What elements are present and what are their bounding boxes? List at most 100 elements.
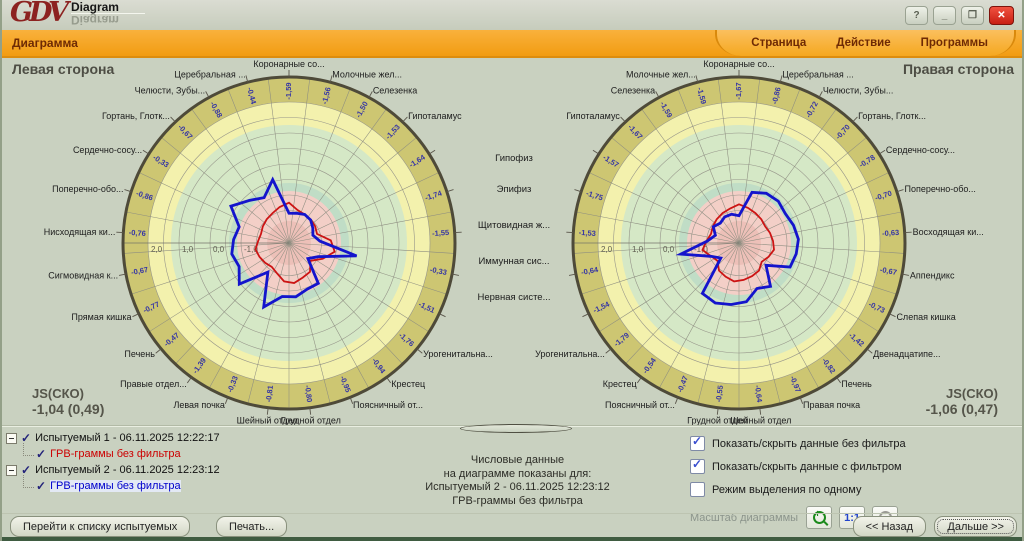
checkbox-show-filtered-label: Показать/скрыть данные с фильтром: [712, 460, 902, 473]
svg-text:Урогенитальна...: Урогенитальна...: [535, 349, 605, 359]
svg-text:-0,63: -0,63: [882, 228, 900, 238]
left-js-stats: JS(СКО) -1,04 (0,49): [32, 386, 104, 417]
zoom-in-button[interactable]: +: [806, 506, 833, 529]
numeric-data-info: Числовые данные на диаграмме показаны дл…: [390, 454, 645, 508]
svg-text:-1,59: -1,59: [284, 82, 293, 99]
checkmark-icon[interactable]: ✓: [21, 463, 32, 477]
right-js-label: JS(СКО): [946, 386, 998, 401]
back-button[interactable]: << Назад: [852, 516, 926, 537]
svg-text:Грудной отдел: Грудной отдел: [281, 416, 341, 425]
checkbox-icon[interactable]: ✓: [690, 434, 705, 451]
shared-label-gipofiz: Гипофиз: [495, 153, 533, 164]
next-button[interactable]: Дальше >>: [934, 516, 1017, 537]
info-line-1: Числовые данные: [470, 454, 565, 466]
collapse-icon[interactable]: [6, 464, 17, 476]
svg-text:-1,53: -1,53: [579, 228, 597, 238]
svg-text:Гортань, Глотк...: Гортань, Глотк...: [858, 111, 926, 121]
svg-text:0,0: 0,0: [213, 245, 225, 254]
minimize-button[interactable]: _: [933, 6, 956, 25]
tree-row-subject1[interactable]: ✓ Испытуемый 1 - 06.11.2025 12:22:17: [6, 430, 220, 446]
svg-text:Гортань, Глотк...: Гортань, Глотк...: [102, 111, 170, 121]
svg-text:-0,86: -0,86: [770, 86, 783, 105]
tree-row-subject2[interactable]: ✓ Испытуемый 2 - 06.11.2025 12:23:12: [6, 462, 220, 478]
svg-text:Церебральная ...: Церебральная ...: [782, 69, 854, 79]
svg-text:Правая почка: Правая почка: [803, 400, 860, 410]
checkmark-icon[interactable]: ✓: [36, 447, 47, 461]
svg-text:Поперечно-обо...: Поперечно-обо...: [52, 184, 123, 194]
display-options: ✓ Показать/скрыть данные без фильтра ✓ П…: [690, 432, 906, 529]
svg-text:Слепая кишка: Слепая кишка: [896, 312, 955, 322]
info-line-4: ГРВ-граммы без фильтра: [452, 494, 583, 507]
svg-text:Двенадцатипе...: Двенадцатипе...: [873, 349, 941, 359]
svg-text:Селезенка: Селезенка: [611, 86, 655, 96]
menu-diagramma[interactable]: Диаграмма: [12, 36, 78, 50]
right-js-stats: JS(СКО) -1,06 (0,47): [926, 386, 998, 417]
svg-text:Прямая кишка: Прямая кишка: [71, 312, 131, 322]
info-line-2: на диаграмме показаны для:: [443, 467, 592, 480]
menu-tabs: Страница Действие Программы: [715, 30, 1016, 56]
checkmark-icon[interactable]: ✓: [36, 479, 47, 493]
svg-text:Поперечно-обо...: Поперечно-обо...: [904, 184, 975, 194]
tree-subject2-grv-label[interactable]: ГРВ-граммы без фильтра: [50, 480, 181, 492]
tab-deystvie[interactable]: Действие: [836, 37, 891, 49]
svg-text:2,0: 2,0: [601, 245, 613, 254]
svg-text:Гипоталамус: Гипоталамус: [566, 111, 620, 121]
svg-text:Урогенитальна...: Урогенитальна...: [423, 349, 493, 359]
svg-text:-0,80: -0,80: [303, 385, 314, 403]
svg-text:Аппендикс: Аппендикс: [910, 271, 955, 281]
svg-text:Грудной отдел: Грудной отдел: [687, 416, 747, 425]
right-js-value: -1,06 (0,47): [925, 401, 998, 417]
svg-text:Нисходящая ки...: Нисходящая ки...: [44, 227, 116, 237]
close-button[interactable]: ✕: [989, 6, 1014, 25]
left-js-value: -1,04 (0,49): [32, 401, 105, 417]
subjects-tree: ✓ Испытуемый 1 - 06.11.2025 12:22:17 ✓ Г…: [6, 430, 220, 494]
svg-text:-0,55: -0,55: [714, 385, 725, 403]
title-bar: GDV Diagram Diagram ? _ ❐ ✕: [2, 0, 1022, 31]
svg-text:Печень: Печень: [841, 379, 872, 389]
svg-text:Челюсти, Зубы...: Челюсти, Зубы...: [823, 86, 894, 96]
tree-row-subject1-grv[interactable]: ✓ ГРВ-граммы без фильтра: [6, 442, 220, 462]
tab-stranitsa[interactable]: Страница: [751, 37, 807, 49]
svg-text:Правые отдел...: Правые отдел...: [120, 379, 187, 389]
collapse-icon[interactable]: [6, 432, 17, 444]
svg-text:-0,64: -0,64: [753, 385, 764, 404]
tree-row-subject2-grv[interactable]: ✓ ГРВ-граммы без фильтра: [6, 474, 220, 494]
svg-text:Поясничный от...: Поясничный от...: [605, 400, 675, 410]
checkbox-show-unfiltered[interactable]: ✓ Показать/скрыть данные без фильтра: [690, 432, 906, 455]
print-button[interactable]: Печать...: [216, 516, 288, 537]
maximize-button[interactable]: ❐: [961, 6, 984, 25]
svg-text:-0,33: -0,33: [429, 265, 447, 277]
checkbox-single-select-mode[interactable]: Режим выделения по одному: [690, 478, 906, 501]
goto-subjects-list-button[interactable]: Перейти к списку испытуемых: [10, 516, 191, 537]
svg-text:1,0: 1,0: [632, 245, 644, 254]
svg-text:Молочные жел...: Молочные жел...: [626, 69, 696, 79]
svg-text:-1,55: -1,55: [432, 228, 450, 238]
svg-text:Сердечно-сосу...: Сердечно-сосу...: [886, 145, 955, 155]
checkbox-icon[interactable]: ✓: [690, 457, 705, 474]
checkbox-single-select-label: Режим выделения по одному: [712, 483, 862, 496]
svg-text:Шейный отдел: Шейный отдел: [730, 416, 791, 425]
checkbox-show-unfiltered-label: Показать/скрыть данные без фильтра: [712, 437, 906, 450]
tree-subject2-label[interactable]: Испытуемый 2 - 06.11.2025 12:23:12: [35, 464, 220, 476]
svg-text:0,0: 0,0: [663, 245, 675, 254]
splitter-handle[interactable]: [460, 424, 572, 433]
svg-text:Шейный отдел: Шейный отдел: [237, 416, 298, 425]
diagram-scale-control: Масштаб диаграммы + 1:1 −: [690, 506, 906, 529]
checkbox-icon[interactable]: [690, 482, 705, 497]
svg-text:-0,64: -0,64: [580, 265, 599, 277]
shared-label-epifiz: Эпифиз: [496, 184, 532, 195]
shared-label-immune: Иммунная сис...: [478, 256, 550, 267]
svg-text:Крестец: Крестец: [391, 379, 425, 389]
svg-text:-0,76: -0,76: [129, 228, 147, 238]
tab-programmy[interactable]: Программы: [920, 37, 988, 49]
checkmark-icon[interactable]: ✓: [21, 431, 32, 445]
svg-text:-1,0: -1,0: [244, 245, 258, 254]
svg-text:Селезенка: Селезенка: [373, 86, 417, 96]
info-line-3: Испытуемый 2 - 06.11.2025 12:23:12: [425, 481, 610, 493]
tree-subject1-grv-label[interactable]: ГРВ-граммы без фильтра: [50, 448, 181, 460]
svg-text:Коронарные со...: Коронарные со...: [703, 59, 774, 69]
right-side-title: Правая сторона: [902, 61, 1014, 77]
tree-subject1-label[interactable]: Испытуемый 1 - 06.11.2025 12:22:17: [35, 432, 220, 444]
help-button[interactable]: ?: [905, 6, 928, 25]
checkbox-show-filtered[interactable]: ✓ Показать/скрыть данные с фильтром: [690, 455, 906, 478]
